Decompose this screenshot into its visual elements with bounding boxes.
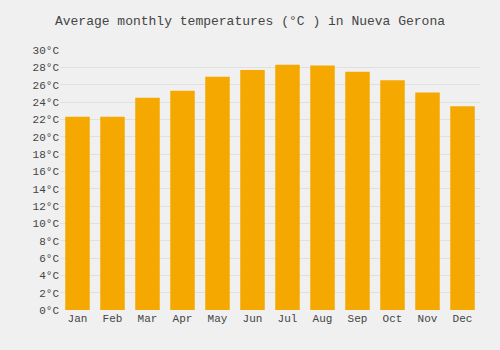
svg-text:Mar: Mar	[138, 313, 158, 325]
svg-text:Jan: Jan	[68, 313, 88, 325]
svg-text:Dec: Dec	[453, 313, 473, 325]
svg-text:May: May	[208, 313, 228, 325]
svg-text:Jul: Jul	[278, 313, 298, 325]
svg-text:12°C: 12°C	[33, 201, 60, 213]
svg-text:4°C: 4°C	[39, 270, 59, 282]
svg-text:8°C: 8°C	[39, 236, 59, 248]
svg-text:Nov: Nov	[418, 313, 438, 325]
svg-text:24°C: 24°C	[33, 97, 60, 109]
svg-text:14°C: 14°C	[33, 184, 60, 196]
svg-text:Average monthly temperatures (: Average monthly temperatures (°C ) in Nu…	[55, 14, 445, 29]
svg-text:30°C: 30°C	[33, 45, 60, 57]
svg-text:Jun: Jun	[243, 313, 263, 325]
svg-text:Oct: Oct	[383, 313, 403, 325]
svg-text:Sep: Sep	[348, 313, 368, 325]
svg-text:Feb: Feb	[103, 313, 123, 325]
svg-text:18°C: 18°C	[33, 149, 60, 161]
svg-text:16°C: 16°C	[33, 166, 60, 178]
svg-text:2°C: 2°C	[39, 288, 59, 300]
svg-text:6°C: 6°C	[39, 253, 59, 265]
svg-text:10°C: 10°C	[33, 218, 60, 230]
svg-text:22°C: 22°C	[33, 114, 60, 126]
svg-text:26°C: 26°C	[33, 80, 60, 92]
svg-text:28°C: 28°C	[33, 62, 60, 74]
svg-text:Apr: Apr	[173, 313, 193, 325]
svg-text:0°C: 0°C	[39, 305, 59, 317]
svg-text:Aug: Aug	[313, 313, 333, 325]
svg-text:20°C: 20°C	[33, 132, 60, 144]
